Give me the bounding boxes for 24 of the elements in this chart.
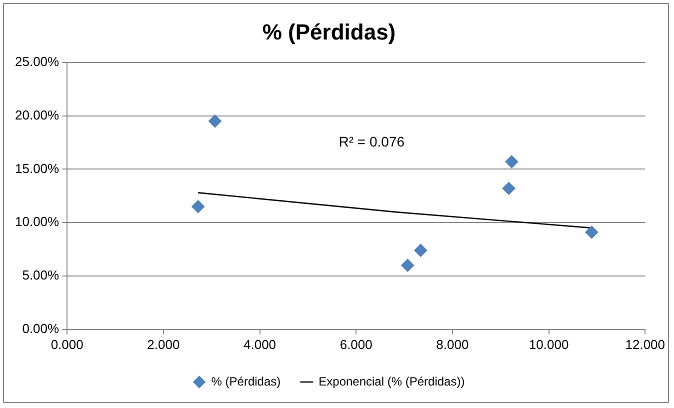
annotation: R² = 0.076 bbox=[338, 133, 405, 150]
x-tick-label: 0.000 bbox=[50, 336, 84, 352]
chart-title: % (Pérdidas) bbox=[262, 19, 396, 44]
point bbox=[401, 258, 414, 272]
y-tick-label: 0.00% bbox=[22, 320, 60, 336]
y-tick-label: 20.00% bbox=[14, 107, 60, 122]
y-tick-label: 15.00% bbox=[14, 160, 60, 176]
point bbox=[585, 226, 598, 239]
point bbox=[505, 155, 518, 168]
point bbox=[502, 182, 516, 195]
y-tick-label: 5.00% bbox=[22, 268, 60, 283]
legend-label: Exponencial (% (Pérdidas)) bbox=[318, 374, 465, 388]
y-tick-label: 10.00% bbox=[14, 214, 60, 230]
x-tick-label: 6.000 bbox=[340, 336, 372, 352]
x-tick-label: 10.000 bbox=[528, 336, 569, 352]
point bbox=[192, 200, 205, 214]
x-tick-label: 2.000 bbox=[147, 336, 180, 352]
point bbox=[208, 114, 222, 128]
x-tick-label: 12.000 bbox=[625, 336, 665, 352]
x-tick-label: 4.000 bbox=[243, 336, 276, 352]
y-tick-label: 25.00% bbox=[14, 54, 60, 69]
x-tick-label: 8.000 bbox=[436, 336, 469, 352]
legend-label: % (Pérdidas) bbox=[211, 374, 281, 388]
point bbox=[414, 244, 428, 257]
